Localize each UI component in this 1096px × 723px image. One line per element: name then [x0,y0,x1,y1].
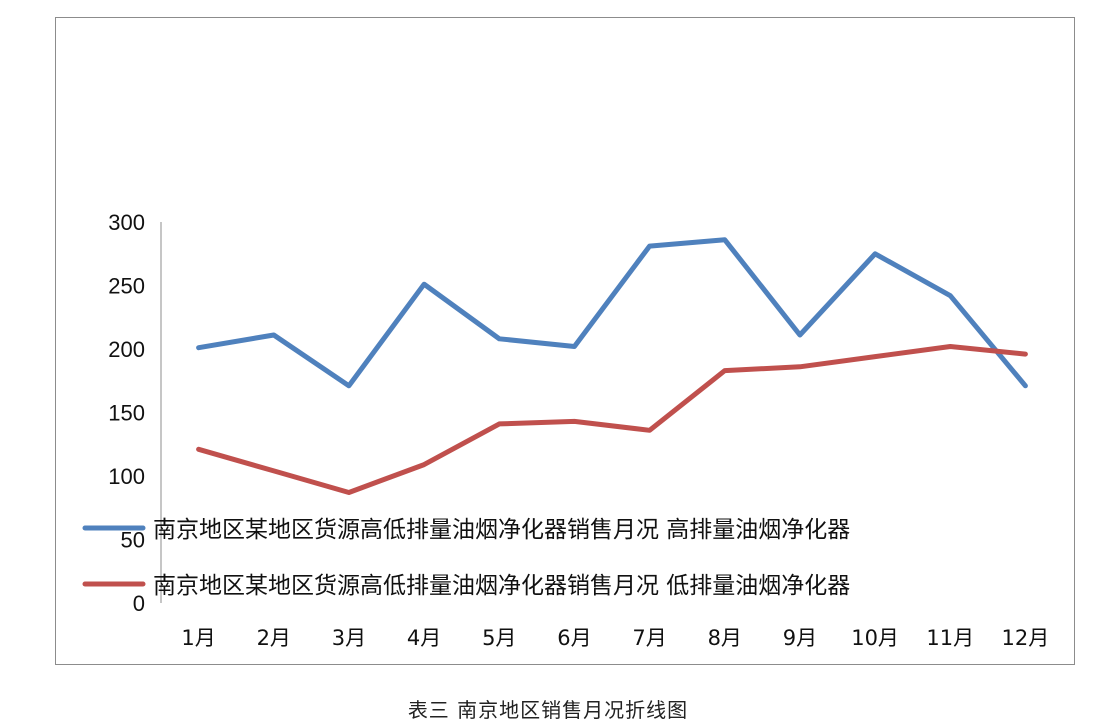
legend-label-1: 南京地区某地区货源高低排量油烟净化器销售月况 高排量油烟净化器 [153,517,850,543]
x-tick-label: 7月 [632,626,666,650]
series-line-2 [196,344,1028,495]
series-layer [196,237,1028,495]
line-chart: 0 50 100 150 200 250 300 1月 2月 3月 4月 5月 6月 7月 8月 9月 10月… [82,210,1049,650]
x-tick-label: 11月 [926,626,974,650]
figure-caption: 表三 南京地区销售月况折线图 [407,698,689,722]
y-tick-label: 100 [108,464,145,489]
legend-label-2: 南京地区某地区货源高低排量油烟净化器销售月况 低排量油烟净化器 [153,573,850,599]
y-tick-label: 250 [108,274,145,299]
y-tick-label: 200 [108,337,145,362]
x-tick-label: 12月 [1002,626,1050,650]
x-tick-label: 6月 [557,626,591,650]
y-tick-label: 300 [108,210,145,235]
x-tick-label: 9月 [783,626,817,650]
x-tick-label: 8月 [708,626,742,650]
y-tick-label: 150 [108,401,145,426]
x-tick-label: 5月 [482,626,516,650]
y-axis-ticks: 0 50 100 150 200 250 300 [108,210,145,616]
x-tick-label: 10月 [851,626,899,650]
legend: 南京地区某地区货源高低排量油烟净化器销售月况 高排量油烟净化器南京地区某地区货源… [82,517,850,599]
x-axis-ticks: 1月 2月 3月 4月 5月 6月 7月 8月 9月 10月 11月 12月 [181,626,1049,650]
x-tick-label: 4月 [407,626,441,650]
series-line-1 [196,237,1028,389]
x-tick-label: 1月 [181,626,215,650]
x-tick-label: 2月 [257,626,291,650]
y-tick-label: 50 [121,528,145,553]
x-tick-label: 3月 [332,626,366,650]
y-tick-label: 0 [133,591,145,616]
